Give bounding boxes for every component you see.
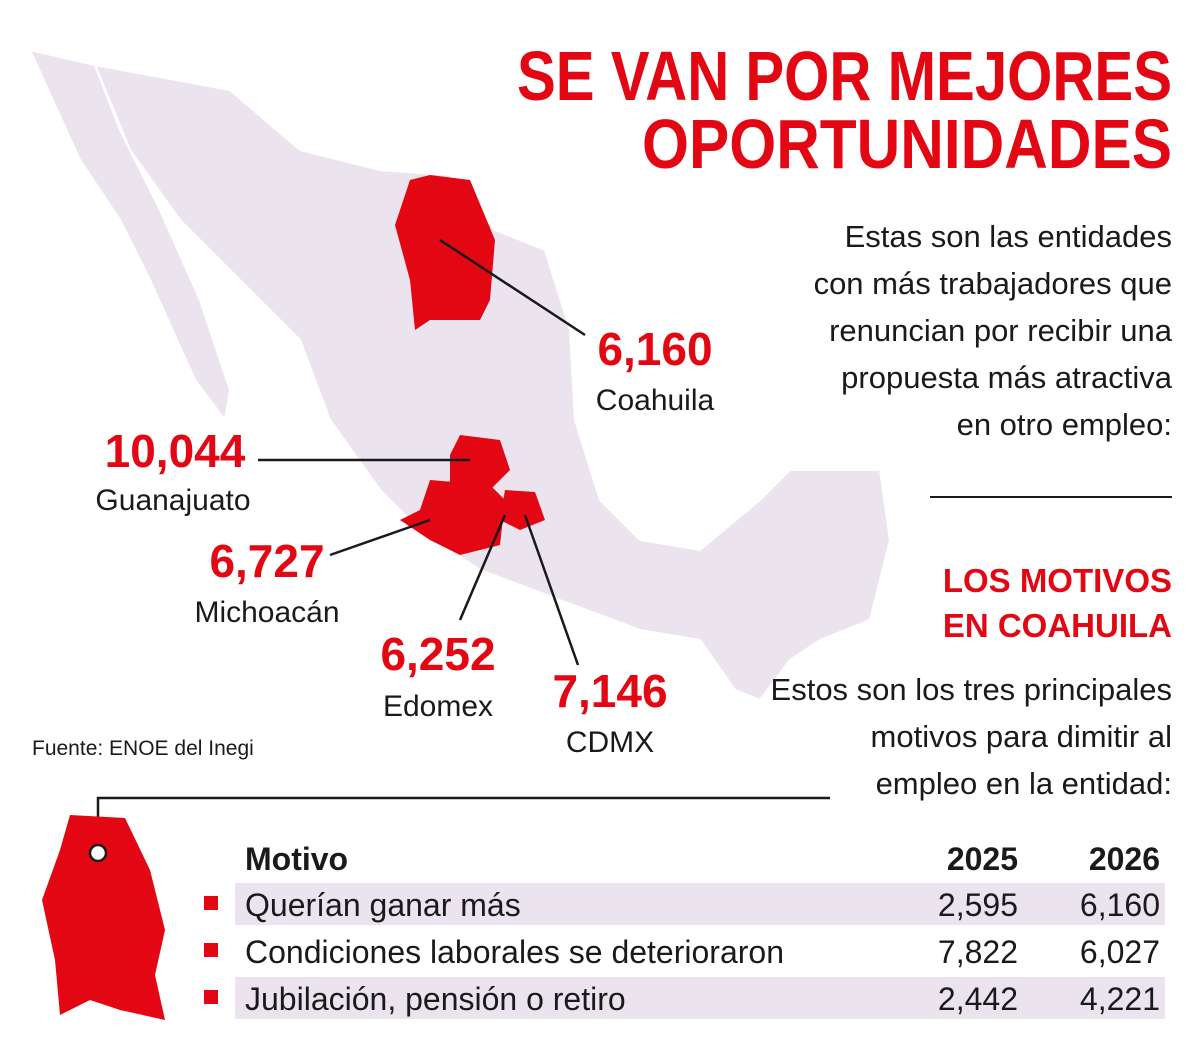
table-header: 2026 xyxy=(1089,841,1160,877)
table-cell: 4,221 xyxy=(1080,981,1160,1017)
table-cell: 2,595 xyxy=(938,887,1018,923)
intro-line: empleo en la entidad: xyxy=(876,766,1172,801)
bullet xyxy=(204,896,218,910)
connector xyxy=(96,796,830,850)
row-band xyxy=(235,883,1165,925)
state-name: CDMX xyxy=(566,726,654,759)
baja-shape xyxy=(28,48,232,423)
state-name: Edomex xyxy=(383,690,493,723)
table-cell: Condiciones laborales se deterioraron xyxy=(245,934,784,970)
intro-line: propuesta más atractiva xyxy=(841,360,1173,395)
state-value: 6,727 xyxy=(209,535,324,587)
intro-line: Estas son las entidades xyxy=(845,219,1172,254)
title: SE VAN POR MEJORES xyxy=(517,37,1172,115)
state-value: 6,252 xyxy=(380,628,495,680)
michoacan-shape xyxy=(400,480,505,555)
bullet xyxy=(204,943,218,957)
state-name: Michoacán xyxy=(194,596,339,629)
row-band xyxy=(235,977,1165,1019)
leader-line xyxy=(329,518,431,557)
intro-line: motivos para dimitir al xyxy=(871,719,1172,754)
coahuila-small xyxy=(42,815,165,1020)
state-value: 10,044 xyxy=(105,425,246,477)
marker xyxy=(88,843,108,863)
table-header: Motivo xyxy=(245,841,348,877)
table-cell: Jubilación, pensión o retiro xyxy=(245,981,626,1017)
table: Motivo 2025 2026 Querían ganar más 2,595 6,16… xyxy=(204,841,1165,1019)
source: Fuente: ENOE del Inegi xyxy=(32,737,254,760)
title: OPORTUNIDADES xyxy=(642,105,1172,183)
coahuila-shape xyxy=(395,175,495,330)
state-value: 6,160 xyxy=(597,323,712,375)
leader-line xyxy=(458,514,507,621)
intro-line: Estos son los tres principales xyxy=(771,672,1172,707)
state-name: Coahuila xyxy=(596,384,715,417)
leader-line xyxy=(439,238,586,337)
table-cell: 2,442 xyxy=(938,981,1018,1017)
table-header: 2025 xyxy=(947,841,1018,877)
leader-line xyxy=(523,514,580,666)
section-heading: EN COAHUILA xyxy=(943,607,1172,644)
intro-line: con más trabajadores que xyxy=(814,266,1172,301)
bullet xyxy=(204,990,218,1004)
motives-intro: Estos son los tres principales motivos pa… xyxy=(771,672,1172,801)
table-cell: 6,027 xyxy=(1080,934,1160,970)
section-heading: LOS MOTIVOS xyxy=(943,562,1172,599)
edomex-shape xyxy=(500,490,545,530)
intro-line: renuncian por recibir una xyxy=(829,313,1173,348)
map: 6,160 Coahuila 10,044 Guanajuato 6,727 M… xyxy=(28,48,892,760)
state-name: Guanajuato xyxy=(95,484,250,517)
mexico-shape xyxy=(93,63,892,702)
intro: Estas son las entidades con más trabajado… xyxy=(814,219,1173,442)
table-cell: 6,160 xyxy=(1080,887,1160,923)
intro-line: en otro empleo: xyxy=(957,407,1172,442)
table-cell: Querían ganar más xyxy=(245,887,521,923)
table-cell: 7,822 xyxy=(938,934,1018,970)
state-value: 7,146 xyxy=(552,665,667,717)
guanajuato-shape xyxy=(450,435,510,490)
